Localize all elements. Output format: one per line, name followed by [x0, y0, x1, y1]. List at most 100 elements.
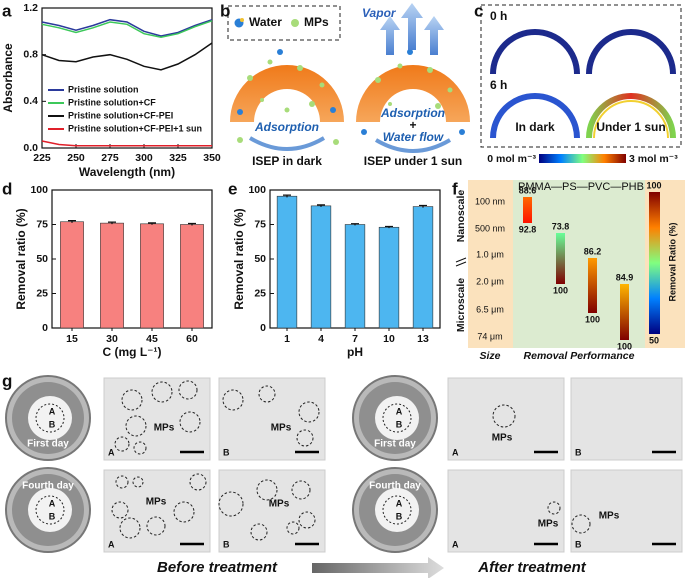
- micrograph: [218, 377, 326, 461]
- removal-value: 92.8: [519, 224, 537, 234]
- mp-marker: [133, 441, 147, 455]
- error-bar: [351, 223, 359, 226]
- error-bar: [108, 221, 116, 225]
- legend-box: [227, 5, 341, 41]
- mp-label: MPs: [146, 497, 167, 508]
- y-tick-label: 0: [42, 322, 48, 334]
- mp-label: MPs: [599, 511, 620, 522]
- y-tick-label: 0.0: [23, 142, 38, 154]
- mp-marker: [286, 521, 300, 535]
- isep-ring: [356, 65, 470, 122]
- image-letter: B: [575, 539, 582, 549]
- error-bar: [317, 204, 325, 207]
- scale-break: [455, 257, 467, 267]
- image-letter: A: [452, 447, 459, 457]
- mp-marker: [222, 389, 244, 411]
- isep-disk: [375, 488, 419, 532]
- water-icon: [240, 18, 244, 22]
- scale-label: Microscale: [455, 278, 467, 332]
- micrograph: [447, 377, 565, 461]
- caption: ISEP under 1 sun: [364, 154, 462, 168]
- y-tick-label: 0.4: [23, 95, 38, 107]
- size-label: 100 nm: [475, 196, 505, 206]
- legend-text: MPs: [304, 15, 329, 29]
- mp-marker: [121, 389, 143, 411]
- mp-marker: [189, 473, 207, 491]
- spot-label: B: [49, 511, 56, 521]
- isep-ring: [230, 65, 344, 122]
- sample-ring: [35, 495, 65, 525]
- caption: In dark: [515, 120, 555, 134]
- arc: [490, 29, 580, 75]
- removal-value: 73.8: [552, 221, 570, 231]
- legend-label: Pristine solution+CF-PEI+1 sun: [68, 123, 202, 133]
- x-axis-label: Wavelength (nm): [79, 165, 175, 179]
- line-series: [41, 20, 213, 38]
- size-label: 1.0 μm: [476, 249, 504, 259]
- size-label: 74 μm: [477, 331, 502, 341]
- x-tick-label: 1: [284, 333, 290, 345]
- mp-dots: [237, 59, 453, 145]
- mp-marker: [115, 475, 129, 489]
- y-axis-label: Absorbance: [1, 43, 15, 113]
- panel-letter: b: [220, 1, 230, 20]
- legend-label: Pristine solution+CF-PEI: [68, 110, 173, 120]
- day-label: First day: [27, 439, 69, 450]
- x-tick-label: 15: [66, 333, 78, 345]
- micrograph: [570, 377, 683, 461]
- mp-marker: [256, 479, 278, 501]
- time-label: 6 h: [490, 78, 507, 92]
- error-bar: [188, 222, 196, 226]
- spot-label: B: [396, 511, 403, 521]
- spot-label: A: [396, 498, 403, 508]
- removal-value: 86.2: [584, 246, 602, 256]
- flow-label: +: [409, 118, 416, 132]
- y-tick-label: 75: [254, 218, 266, 230]
- isep-disk: [28, 488, 72, 532]
- micrograph: [103, 469, 211, 553]
- x-tick-label: 250: [67, 152, 85, 164]
- x-tick-label: 325: [169, 152, 187, 164]
- x-axis-label: pH: [347, 345, 363, 359]
- bar: [180, 224, 204, 329]
- removal-bar: [588, 258, 597, 313]
- y-tick-label: 100: [248, 184, 266, 196]
- removal-value: 100: [585, 314, 600, 324]
- panel-letter: g: [2, 371, 12, 390]
- vapor-label: Vapor: [362, 6, 397, 20]
- image-letter: A: [452, 539, 459, 549]
- mp-marker: [178, 380, 198, 400]
- panel-letter: c: [474, 1, 483, 20]
- panel-c: 0 h 6 h In dark Under 1 sun 0 mol m⁻³ 3 …: [480, 4, 682, 165]
- mp-marker: [132, 476, 144, 488]
- frame: [480, 4, 682, 148]
- error-bar: [148, 222, 156, 225]
- mp-marker: [291, 480, 311, 500]
- error-bar: [283, 194, 291, 198]
- micrograph: [570, 469, 683, 553]
- mp-icon: [291, 19, 299, 27]
- sample-ring: [35, 403, 65, 433]
- removal-value: 84.9: [616, 272, 634, 282]
- mp-marker: [179, 411, 201, 433]
- vapor-arrows: [380, 3, 444, 55]
- mp-label: MPs: [271, 423, 292, 434]
- mp-marker: [571, 514, 591, 534]
- mp-label: MPs: [492, 433, 513, 444]
- day-label: Fourth day: [22, 481, 74, 492]
- spot-label: A: [49, 498, 56, 508]
- mp-marker: [111, 501, 129, 519]
- mp-marker: [296, 429, 314, 447]
- colorbar: [649, 192, 660, 334]
- progress-arrow: [312, 557, 444, 578]
- bar: [310, 205, 332, 329]
- mp-marker: [173, 501, 195, 523]
- x-tick-label: 45: [146, 333, 158, 345]
- mp-marker: [258, 385, 276, 403]
- isep-disk: [28, 396, 72, 440]
- flow-arrow: [248, 136, 326, 151]
- arc: [490, 93, 580, 139]
- x-tick-label: 7: [352, 333, 358, 345]
- bar: [412, 206, 434, 329]
- mp-marker: [151, 381, 173, 403]
